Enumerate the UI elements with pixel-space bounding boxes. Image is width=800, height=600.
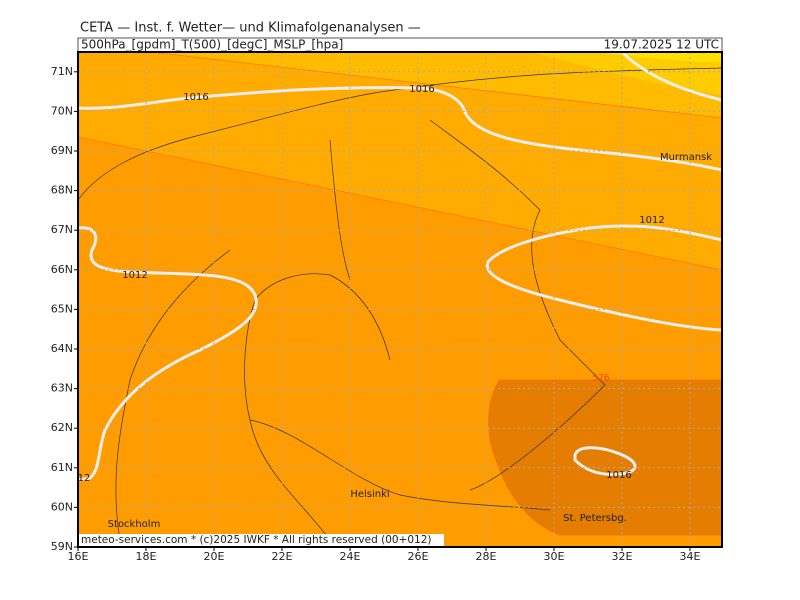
lon-label: 22E bbox=[272, 550, 293, 563]
lon-label: 34E bbox=[680, 550, 701, 563]
lat-label: 60N bbox=[51, 500, 73, 513]
isobar-label: 1012 bbox=[639, 215, 664, 226]
isobar-label: 1016 bbox=[409, 84, 434, 95]
isobar-label: 1016 bbox=[606, 470, 631, 481]
graticule bbox=[78, 52, 722, 547]
lon-label: 20E bbox=[204, 550, 225, 563]
lon-label: 28E bbox=[476, 550, 497, 563]
lon-label: 30E bbox=[544, 550, 565, 563]
field-band bbox=[78, 52, 722, 271]
isobar bbox=[78, 86, 722, 172]
lon-label: 24E bbox=[340, 550, 361, 563]
field-band bbox=[488, 379, 722, 536]
lon-label: 26E bbox=[408, 550, 429, 563]
lat-label: 59N bbox=[51, 540, 73, 553]
map-frame bbox=[77, 51, 723, 548]
field-band bbox=[149, 52, 722, 119]
lat-label: 68N bbox=[51, 184, 73, 197]
isobar bbox=[485, 224, 722, 332]
map-labels: 1016 1016 1012 1012 1016 12 576 Murmansk… bbox=[78, 84, 713, 530]
footer-copyright: meteo-services.com * (c)2025 IWKF * All … bbox=[81, 534, 432, 546]
map-field bbox=[78, 52, 722, 547]
lat-label: 70N bbox=[51, 104, 73, 117]
isobar bbox=[78, 226, 258, 482]
city-label: Helsinki bbox=[350, 489, 389, 500]
lon-label: 32E bbox=[612, 550, 633, 563]
isobar-label: 1016 bbox=[183, 92, 208, 103]
footer-bar bbox=[79, 534, 444, 546]
lat-label: 65N bbox=[51, 302, 73, 315]
lon-label: 18E bbox=[136, 550, 157, 563]
lat-label: 64N bbox=[51, 342, 73, 355]
city-label: St. Petersbg. bbox=[563, 513, 627, 524]
header-parameters: 500hPa_[gpdm]_T(500)_[degC]_MSLP_[hpa] bbox=[81, 38, 343, 52]
city-label: Murmansk bbox=[660, 152, 712, 163]
lat-label: 69N bbox=[51, 144, 73, 157]
contour-label: 576 bbox=[592, 374, 609, 384]
field-band bbox=[600, 52, 722, 62]
lon-label: 16E bbox=[68, 550, 89, 563]
header-time: 19.07.2025 12 UTC bbox=[604, 38, 719, 52]
isobar bbox=[620, 52, 722, 102]
city-label: Stockholm bbox=[108, 519, 161, 530]
isobar-label: 1012 bbox=[122, 270, 147, 281]
isobar-label: 12 bbox=[78, 473, 91, 484]
coastlines bbox=[78, 67, 722, 541]
lat-label: 61N bbox=[51, 461, 73, 474]
lat-label: 67N bbox=[51, 223, 73, 236]
lat-label: 71N bbox=[51, 65, 73, 78]
lat-label: 63N bbox=[51, 382, 73, 395]
lat-label: 66N bbox=[51, 263, 73, 276]
header-title: CETA — Inst. f. Wetter— und Klimafolgena… bbox=[80, 21, 421, 36]
lat-label: 62N bbox=[51, 421, 73, 434]
